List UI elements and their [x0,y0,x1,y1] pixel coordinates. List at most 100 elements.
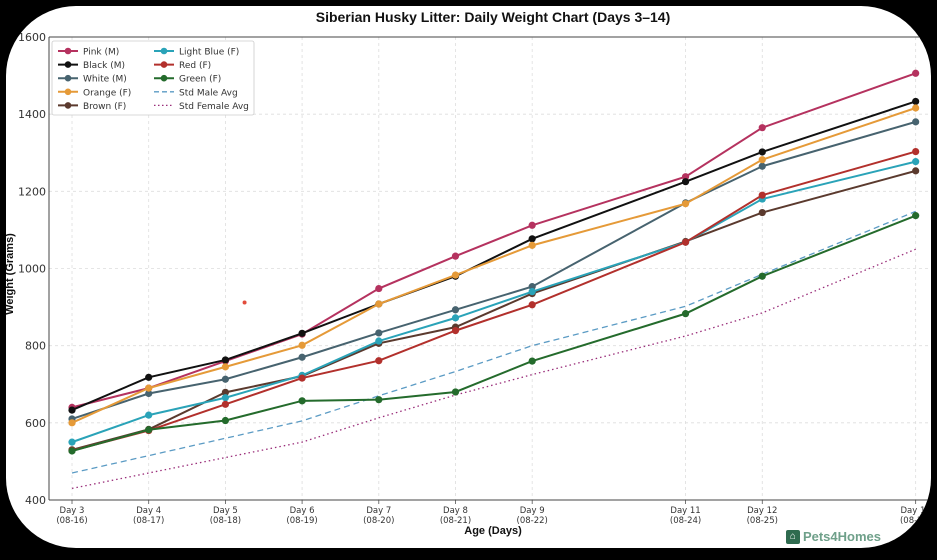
data-point [912,118,920,126]
data-point [758,124,766,132]
x-tick-label: Day 11 [670,506,700,516]
series-layer [68,69,920,490]
x-tick-date: (08-27) [900,516,931,526]
y-tick-label: 400 [25,494,46,507]
chart-title: Siberian Husky Litter: Daily Weight Char… [316,9,671,25]
data-point [912,69,920,77]
data-point [528,301,536,309]
data-point [298,397,306,405]
x-tick-date: (08-17) [133,516,164,526]
series-line-white-m [71,120,916,420]
axes: 400 600 800 1000 1200 1400 1600 Day 3(08-16) Day… [18,31,931,526]
x-tick-label: Day 5 [213,506,238,516]
data-point [758,156,766,164]
legend-marker [64,47,72,55]
legend-label: Red (F) [179,61,211,71]
x-tick-label: Day 4 [136,506,161,516]
series-black-m [68,97,920,414]
series-line-red-f [71,150,916,452]
data-point [298,374,306,382]
legend-marker [64,61,72,68]
legend-marker [64,102,72,109]
data-point [451,388,460,396]
series-line-std-female-avg [71,248,916,490]
data-point [221,400,229,408]
x-tick-date: (08-25) [747,516,778,526]
stray-point [242,300,247,305]
data-point [145,426,153,434]
x-tick-label: Day 3 [60,506,85,516]
data-point [298,353,306,361]
legend-label: Std Female Avg [179,102,249,112]
series-line-light-blue-f [71,160,916,444]
data-point [681,238,690,246]
data-point [681,178,690,186]
series-red-f [68,147,920,455]
data-point [298,329,306,337]
data-point [375,396,383,404]
series-line-orange-f [71,107,916,424]
data-point [221,356,229,364]
data-point [758,272,766,280]
data-point [145,389,153,398]
legend-marker [160,61,168,68]
data-point [375,284,383,293]
x-tick-label: Day 14 [901,506,931,516]
data-point [681,200,690,208]
series-line-brown-f [71,169,916,451]
data-point [912,97,920,106]
data-point [528,283,536,291]
data-point [221,375,229,383]
legend-label: Pink (M) [83,48,119,58]
legend-marker [64,74,72,82]
x-tick-date: (08-20) [363,516,394,526]
series-green-f [68,212,920,455]
data-point [758,162,766,170]
data-point [145,384,153,392]
x-tick-date: (08-16) [56,516,87,526]
legend-label: Light Blue (F) [179,48,239,58]
data-point [221,394,229,402]
data-point [758,148,766,156]
data-point [375,300,383,308]
series-orange-f [68,104,920,427]
legend-label: Brown (F) [83,102,126,112]
data-point [451,306,460,314]
series-line-std-male-avg [71,210,916,474]
data-point [145,411,153,419]
line-chart: Siberian Husky Litter: Daily Weight Char… [6,9,931,537]
data-point [681,173,690,181]
data-point [298,341,306,349]
data-point [528,221,536,229]
series-line-pink-m [71,72,916,409]
data-point [912,158,920,166]
y-tick-label: 1400 [18,108,46,121]
x-tick-date: (08-21) [440,516,471,526]
legend-label: Orange (F) [83,88,131,98]
data-point [68,419,76,427]
data-point [528,235,536,243]
data-point [221,363,229,371]
watermark-text: Pets4Homes [802,529,881,544]
watermark: ⌂ Pets4Homes [785,529,881,544]
y-tick-label: 1000 [18,263,46,276]
chart-card: Siberian Husky Litter: Daily Weight Char… [6,6,931,548]
legend-marker [64,88,72,96]
data-point [221,388,229,396]
data-point [375,337,383,345]
data-point [451,252,460,260]
house-paw-icon: ⌂ [785,529,800,544]
data-point [221,416,229,425]
y-tick-label: 600 [25,417,46,430]
legend-box [51,40,255,116]
series-white-m [68,118,920,423]
legend-label: Black (M) [83,61,125,71]
data-point [451,271,460,279]
data-point [912,147,920,156]
series-std-female-avg [71,248,916,490]
data-point [681,310,690,318]
x-tick-label: Day 7 [366,506,391,516]
x-tick-label: Day 9 [520,506,545,516]
data-point [912,212,920,220]
legend-label: Green (F) [179,75,221,85]
